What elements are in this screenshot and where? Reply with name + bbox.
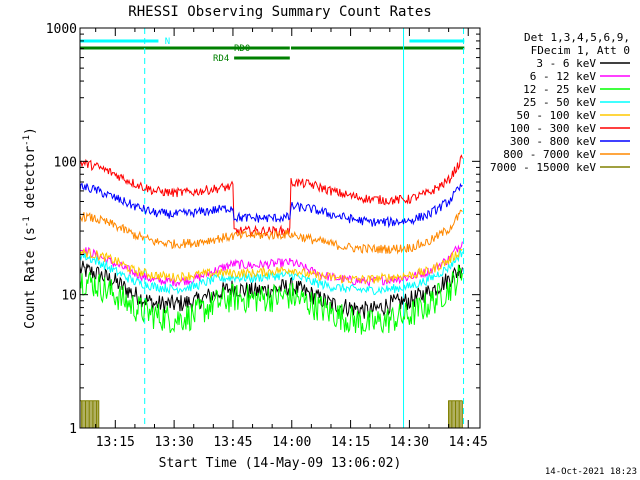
legend-entry-label: 7000 - 15000 keV [490, 161, 596, 174]
y-axis-label-sup1: -1 [22, 216, 32, 227]
flag-bars: N RD0 RD4 [80, 37, 465, 64]
x-tick-label: 14:30 [390, 435, 429, 450]
legend-entry-label: 100 - 300 keV [510, 122, 596, 135]
legend-header-line: FDecim 1, Att 0 [531, 44, 630, 57]
x-tick-label: 14:45 [449, 435, 488, 450]
legend-entry-label: 50 - 100 keV [517, 109, 597, 122]
legend-entry-label: 12 - 25 keV [523, 83, 596, 96]
series-lines [79, 154, 463, 429]
y-axis-label-sup2: -1 [22, 135, 32, 146]
legend-entry-label: 800 - 7000 keV [503, 148, 596, 161]
y-tick-label: 10 [61, 289, 77, 304]
x-tick-label: 13:15 [96, 435, 135, 450]
x-tick-label: 13:30 [155, 435, 194, 450]
y-axis-label-end: ) [23, 127, 38, 135]
x-tick-label: 13:45 [213, 435, 252, 450]
legend-entry-label: 6 - 12 keV [530, 70, 597, 83]
flag-label-n: N [165, 37, 170, 47]
x-tick-label: 14:15 [331, 435, 370, 450]
legend-header-line: Det 1,3,4,5,6,9, [524, 31, 630, 44]
flag-label-rd4: RD4 [213, 54, 229, 64]
series-line-6 [79, 182, 463, 229]
series-line-2 [79, 264, 463, 335]
generation-timestamp: 14-Oct-2021 18:23 [545, 467, 637, 477]
legend-entry-label: 300 - 800 keV [510, 135, 596, 148]
series-line-7 [79, 209, 463, 255]
chart-title: RHESSI Observing Summary Count Rates [128, 4, 431, 20]
y-axis-label-mid: detector [23, 146, 38, 217]
flag-label-rd0: RD0 [234, 44, 250, 54]
x-tick-label: 14:00 [272, 435, 311, 450]
series-line-4 [79, 248, 463, 285]
series-line-0 [79, 260, 463, 319]
y-axis-label: Count Rate (s-1 detector-1) [22, 127, 38, 329]
y-tick-label: 1 [69, 422, 77, 437]
legend: Det 1,3,4,5,6,9,FDecim 1, Att 03 - 6 keV… [490, 31, 630, 174]
legend-entry-label: 25 - 50 keV [523, 96, 596, 109]
plot-frame [79, 27, 481, 429]
y-tick-label: 100 [54, 155, 77, 170]
y-tick-label: 1000 [46, 22, 77, 37]
legend-entry-label: 3 - 6 keV [536, 57, 596, 70]
y-axis-label-main: Count Rate (s [23, 227, 38, 329]
x-axis-label: Start Time (14-May-09 13:06:02) [159, 456, 402, 471]
axes: 13:15 13:30 13:45 14:00 14:15 14:30 14:45 1 10 10… [46, 22, 488, 450]
